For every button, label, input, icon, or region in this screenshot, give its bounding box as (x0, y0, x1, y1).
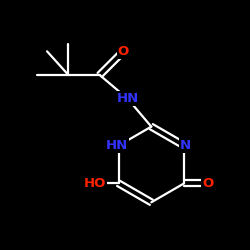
Text: O: O (118, 45, 129, 58)
Text: HO: HO (84, 177, 106, 190)
Text: HN: HN (106, 139, 128, 152)
Text: HN: HN (116, 92, 139, 105)
Text: N: N (180, 139, 191, 152)
Text: O: O (202, 177, 213, 190)
